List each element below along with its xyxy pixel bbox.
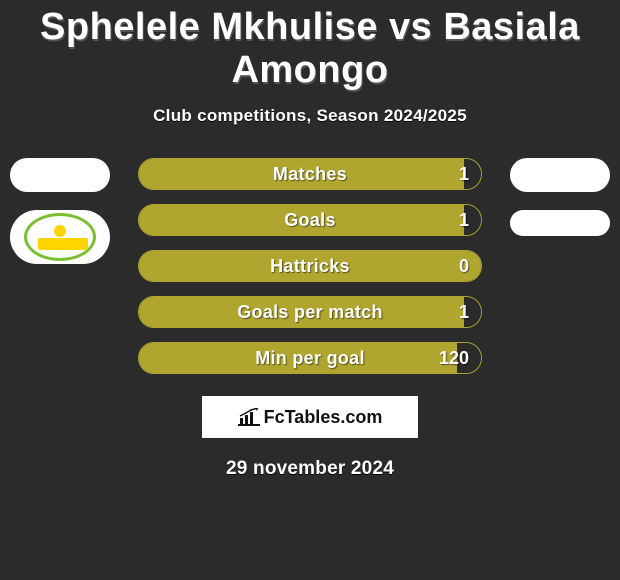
stat-bar-value-right: 0 (459, 251, 469, 281)
date-line: 29 november 2024 (0, 458, 620, 480)
stat-bar-label: Goals per match (139, 297, 481, 327)
stat-bar: Matches1 (138, 158, 482, 190)
brand-box: FcTables.com (202, 396, 418, 438)
brand-text: FcTables.com (264, 407, 383, 428)
stat-bar-value-right: 1 (459, 159, 469, 189)
stat-bar-label: Matches (139, 159, 481, 189)
stat-bar-label: Goals (139, 205, 481, 235)
stat-bar-label: Min per goal (139, 343, 481, 373)
stat-bar-value-right: 1 (459, 205, 469, 235)
stat-bar: Goals per match1 (138, 296, 482, 328)
page-title: Sphelele Mkhulise vs Basiala Amongo (0, 0, 620, 92)
stat-bar: Min per goal120 (138, 342, 482, 374)
page-root: Sphelele Mkhulise vs Basiala Amongo Club… (0, 0, 620, 580)
compare-area: Matches1Goals1Hattricks0Goals per match1… (0, 158, 620, 374)
brand-chart-icon (238, 408, 260, 426)
stat-bar-value-right: 1 (459, 297, 469, 327)
right-player-column (500, 158, 620, 236)
sundowns-sun-icon (54, 225, 66, 237)
stat-bar-label: Hattricks (139, 251, 481, 281)
left-club-badge (10, 210, 110, 264)
stat-bar-value-right: 120 (439, 343, 469, 373)
sundowns-ring-icon (24, 213, 96, 261)
right-club-badge (510, 210, 610, 236)
left-player-avatar (10, 158, 110, 192)
stat-bar: Hattricks0 (138, 250, 482, 282)
sundowns-band-icon (38, 238, 88, 250)
left-player-column (0, 158, 120, 264)
stat-bars: Matches1Goals1Hattricks0Goals per match1… (138, 158, 482, 374)
subtitle: Club competitions, Season 2024/2025 (0, 106, 620, 126)
stat-bar: Goals1 (138, 204, 482, 236)
right-player-avatar (510, 158, 610, 192)
